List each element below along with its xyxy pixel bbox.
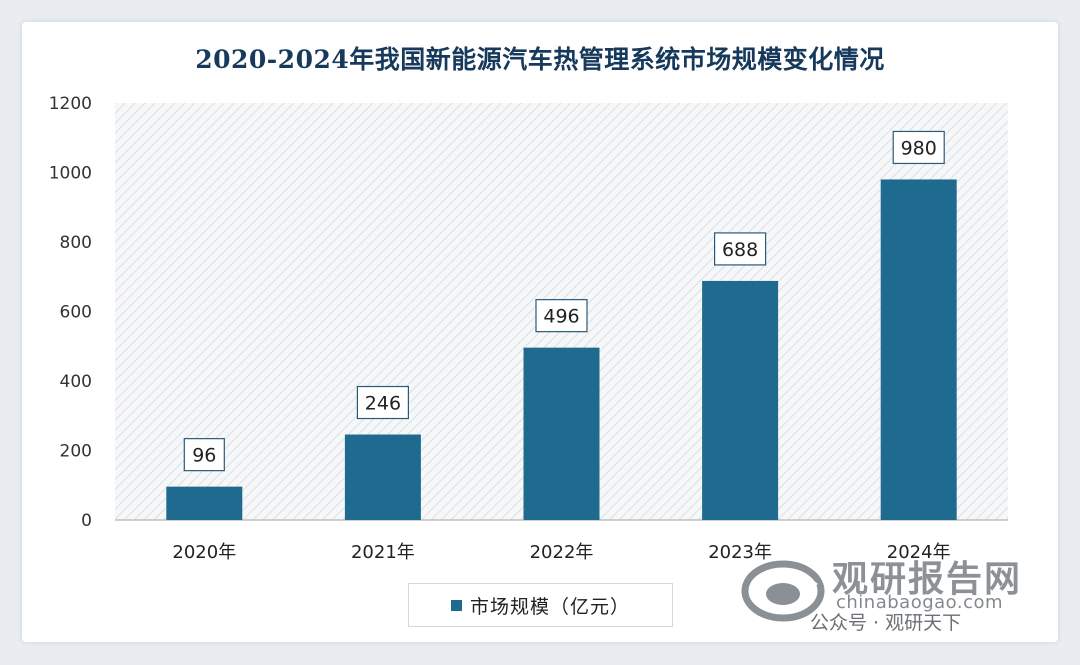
y-tick-label: 400: [60, 372, 92, 392]
data-label: 980: [901, 137, 937, 159]
legend-swatch: [450, 599, 462, 611]
bar: [702, 280, 779, 520]
y-tick-label: 600: [60, 303, 92, 323]
x-tick-label: 2022年: [530, 542, 594, 563]
data-label-box: [183, 438, 225, 472]
data-label-box: [535, 299, 588, 333]
y-tick-label: 1200: [49, 94, 92, 114]
data-label-box: [356, 385, 409, 420]
data-label-box: [892, 130, 945, 165]
wechat-account: 公众号 · 观研天下: [810, 612, 962, 634]
x-tick-label: 2023年: [708, 542, 772, 563]
brand-logo-icon: [741, 560, 825, 622]
data-label-box: [713, 232, 767, 266]
bar: [880, 179, 957, 520]
legend: 市场规模（亿元）: [408, 583, 673, 627]
y-tick-label: 0: [81, 511, 92, 531]
data-label: 496: [543, 306, 579, 328]
bar: [166, 486, 243, 520]
x-tick-label: 2021年: [351, 542, 415, 563]
y-tick-label: 800: [60, 233, 92, 253]
data-label: 96: [192, 445, 216, 467]
corner-watermark-url: chinabaogao.com: [836, 592, 1004, 613]
x-tick-label: 2020年: [172, 542, 236, 563]
legend-label: 市场规模（亿元）: [469, 595, 630, 618]
y-tick-label: 200: [60, 442, 92, 462]
corner-watermark: 观研报告网 chinabaogao.com 公众号 · 观研天下: [740, 548, 1050, 648]
x-tick-label: 2024年: [887, 542, 951, 563]
bar: [344, 434, 421, 520]
bar: [523, 347, 600, 520]
y-tick-label: 1000: [49, 164, 92, 184]
chart-title: 2020-2024年我国新能源汽车热管理系统市场规模变化情况: [195, 45, 885, 74]
data-label: 688: [722, 239, 758, 261]
corner-watermark-brand: 观研报告网: [832, 559, 1023, 600]
data-label: 246: [365, 393, 401, 415]
